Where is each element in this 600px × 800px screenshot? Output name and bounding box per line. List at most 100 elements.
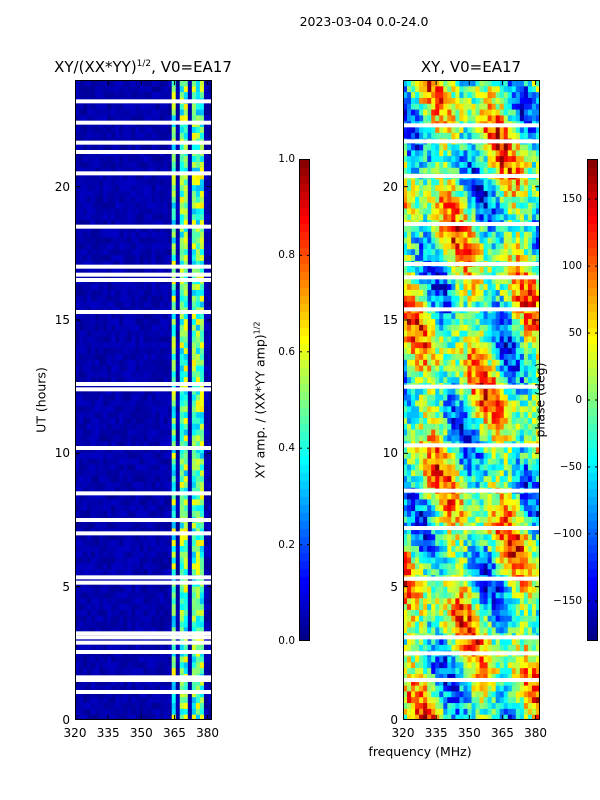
left-cell <box>179 213 185 221</box>
left-cell <box>123 644 128 651</box>
left-cell <box>75 557 80 564</box>
left-cell <box>159 475 165 482</box>
left-cell <box>139 155 144 162</box>
left-cell <box>79 626 84 634</box>
left-cell <box>115 318 120 325</box>
left-cell <box>107 411 112 418</box>
left-cell <box>183 498 189 506</box>
left-cell <box>183 248 189 256</box>
right-cell <box>499 690 505 698</box>
left-cell <box>207 190 212 197</box>
left-cell <box>171 481 177 488</box>
left-cell <box>135 586 140 593</box>
left-cell <box>179 353 185 360</box>
left-cell <box>175 440 181 448</box>
left-cell <box>103 388 108 395</box>
left-cell <box>119 289 124 296</box>
left-cell <box>179 394 185 401</box>
right-cell <box>531 667 537 674</box>
left-cell <box>159 690 165 698</box>
left-colorbar-segment <box>299 191 310 200</box>
right-cell <box>447 702 452 709</box>
left-colorbar-segment <box>299 207 310 216</box>
left-cell <box>123 254 128 261</box>
left-cell <box>167 330 173 337</box>
right-cell <box>507 539 513 546</box>
left-cell <box>139 388 144 395</box>
left-cell <box>79 557 84 564</box>
left-cell <box>179 208 185 215</box>
left-cell <box>123 400 128 407</box>
left-cell <box>99 475 104 482</box>
left-cell <box>99 493 104 500</box>
left-cell <box>79 109 84 116</box>
left-cell <box>151 661 157 669</box>
left-cell <box>175 219 181 226</box>
right-cell <box>523 708 529 715</box>
right-cell <box>503 667 509 674</box>
left-cell <box>171 603 177 610</box>
right-cell <box>483 702 489 709</box>
left-cell <box>103 417 108 424</box>
right-cell <box>411 679 416 686</box>
left-cell <box>191 568 197 576</box>
left-cell <box>151 498 157 506</box>
left-cell <box>151 487 157 494</box>
left-cell <box>175 237 181 244</box>
right-cell <box>427 533 432 541</box>
left-cell <box>163 498 169 506</box>
left-cell <box>163 714 169 720</box>
right-cell <box>507 621 513 628</box>
left-cell <box>143 440 149 448</box>
left-cell <box>115 621 120 628</box>
left-cell <box>167 562 173 570</box>
left-cell <box>79 533 84 541</box>
left-cell <box>147 545 153 552</box>
left-cell <box>167 609 173 616</box>
right-cell <box>463 557 468 564</box>
left-cell <box>115 586 120 593</box>
right-cell <box>447 679 452 686</box>
left-cell <box>183 609 189 616</box>
right-cell <box>515 557 521 564</box>
left-cell <box>79 208 84 215</box>
left-cell <box>111 498 116 506</box>
left-cell <box>207 557 212 564</box>
left-colorbar-segment <box>299 391 310 401</box>
left-cell <box>91 173 96 180</box>
left-cell <box>127 85 132 93</box>
left-cell <box>183 615 189 622</box>
left-cell <box>147 388 153 395</box>
left-cell <box>139 242 144 250</box>
left-cell <box>151 376 157 384</box>
left-cell <box>151 126 157 133</box>
right-cell <box>443 592 448 599</box>
left-cell <box>139 248 144 256</box>
left-cell <box>167 394 173 401</box>
left-cell <box>83 498 88 506</box>
left-cell <box>87 219 92 226</box>
left-cell <box>123 533 128 541</box>
left-cell <box>191 324 197 331</box>
left-cell <box>163 475 169 482</box>
left-cell <box>175 242 181 250</box>
left-cell <box>79 219 84 226</box>
left-cell <box>115 254 120 261</box>
left-cell <box>83 528 88 535</box>
left-cell <box>87 429 92 436</box>
left-cell <box>87 208 92 215</box>
left-cell <box>143 504 149 512</box>
left-cell <box>79 400 84 407</box>
left-cell <box>143 475 149 482</box>
left-cell <box>183 254 189 261</box>
right-cell <box>523 603 529 610</box>
left-cell <box>171 434 177 442</box>
left-cell <box>103 126 108 133</box>
left-data-gap <box>75 264 212 269</box>
right-cell <box>423 545 428 552</box>
left-cell <box>107 260 112 267</box>
left-cell <box>191 423 197 430</box>
left-cell <box>83 80 88 87</box>
left-cell <box>127 196 132 203</box>
right-cell <box>467 702 472 709</box>
